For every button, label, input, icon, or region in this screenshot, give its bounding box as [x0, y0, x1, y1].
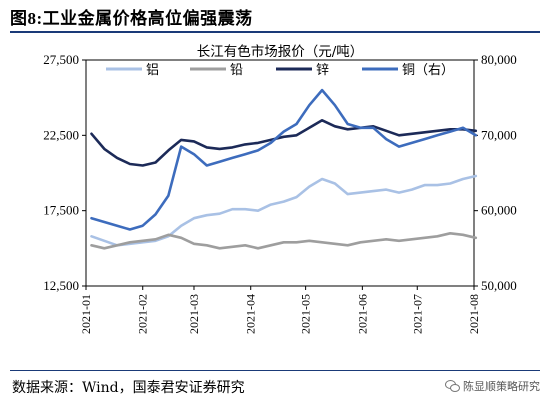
source-note: 数据来源：Wind，国泰君安证券研究 — [12, 380, 245, 396]
figure-label: 图8: — [10, 9, 43, 28]
title-rule — [10, 31, 540, 33]
chart-title: 长江有色市场报价（元/吨） — [197, 43, 364, 60]
y-right-tick-label: 60,000 — [481, 203, 517, 218]
x-tick-label: 2021-02 — [136, 294, 150, 334]
y-right-tick-label: 50,000 — [481, 278, 517, 293]
x-tick-label: 2021-08 — [467, 294, 481, 334]
legend-label: 铅 — [230, 63, 243, 78]
line-chart: 12,500 17,500 22,500 27,500 50,000 60,000 70,0… — [43, 43, 517, 334]
legend-label: 铝 — [146, 63, 159, 78]
x-tick-label: 2021-03 — [187, 294, 201, 334]
watermark: 陈显顺策略研究 — [445, 378, 540, 394]
series-line-0 — [90, 174, 478, 247]
x-tick-label: 2021-05 — [299, 294, 313, 334]
x-tick-label: 2021-07 — [410, 294, 424, 334]
axes: 12,500 17,500 22,500 27,500 50,000 60,000 70,0… — [43, 52, 517, 334]
source-rule — [10, 370, 540, 371]
x-tick-label: 2021-04 — [244, 294, 258, 334]
y-left-tick-label: 27,500 — [43, 52, 79, 67]
watermark-text: 陈显顺策略研究 — [463, 380, 540, 393]
series-line-2 — [90, 119, 478, 167]
series-line-1 — [90, 232, 478, 250]
y-right-tick-label: 70,000 — [481, 127, 517, 142]
y-left-tick-label: 12,500 — [43, 278, 79, 293]
wechat-icon — [445, 380, 460, 392]
legend: 铝 铅 锌 铜（右） — [106, 63, 454, 78]
figure-title-text: 工业金属价格高位偏强震荡 — [42, 9, 253, 29]
figure-title: 图8:工业金属价格高位偏强震荡 — [10, 4, 253, 29]
x-tick-label: 2021-01 — [79, 294, 93, 334]
y-right-tick-label: 80,000 — [481, 52, 517, 67]
series-lines — [90, 88, 478, 250]
plot-frame — [85, 59, 475, 287]
legend-label: 铜（右） — [402, 63, 454, 78]
x-tick-label: 2021-06 — [355, 294, 369, 334]
series-line-3 — [90, 88, 478, 231]
y-left-tick-label: 22,500 — [43, 127, 79, 142]
legend-label: 锌 — [316, 63, 329, 78]
y-left-tick-label: 17,500 — [43, 203, 79, 218]
